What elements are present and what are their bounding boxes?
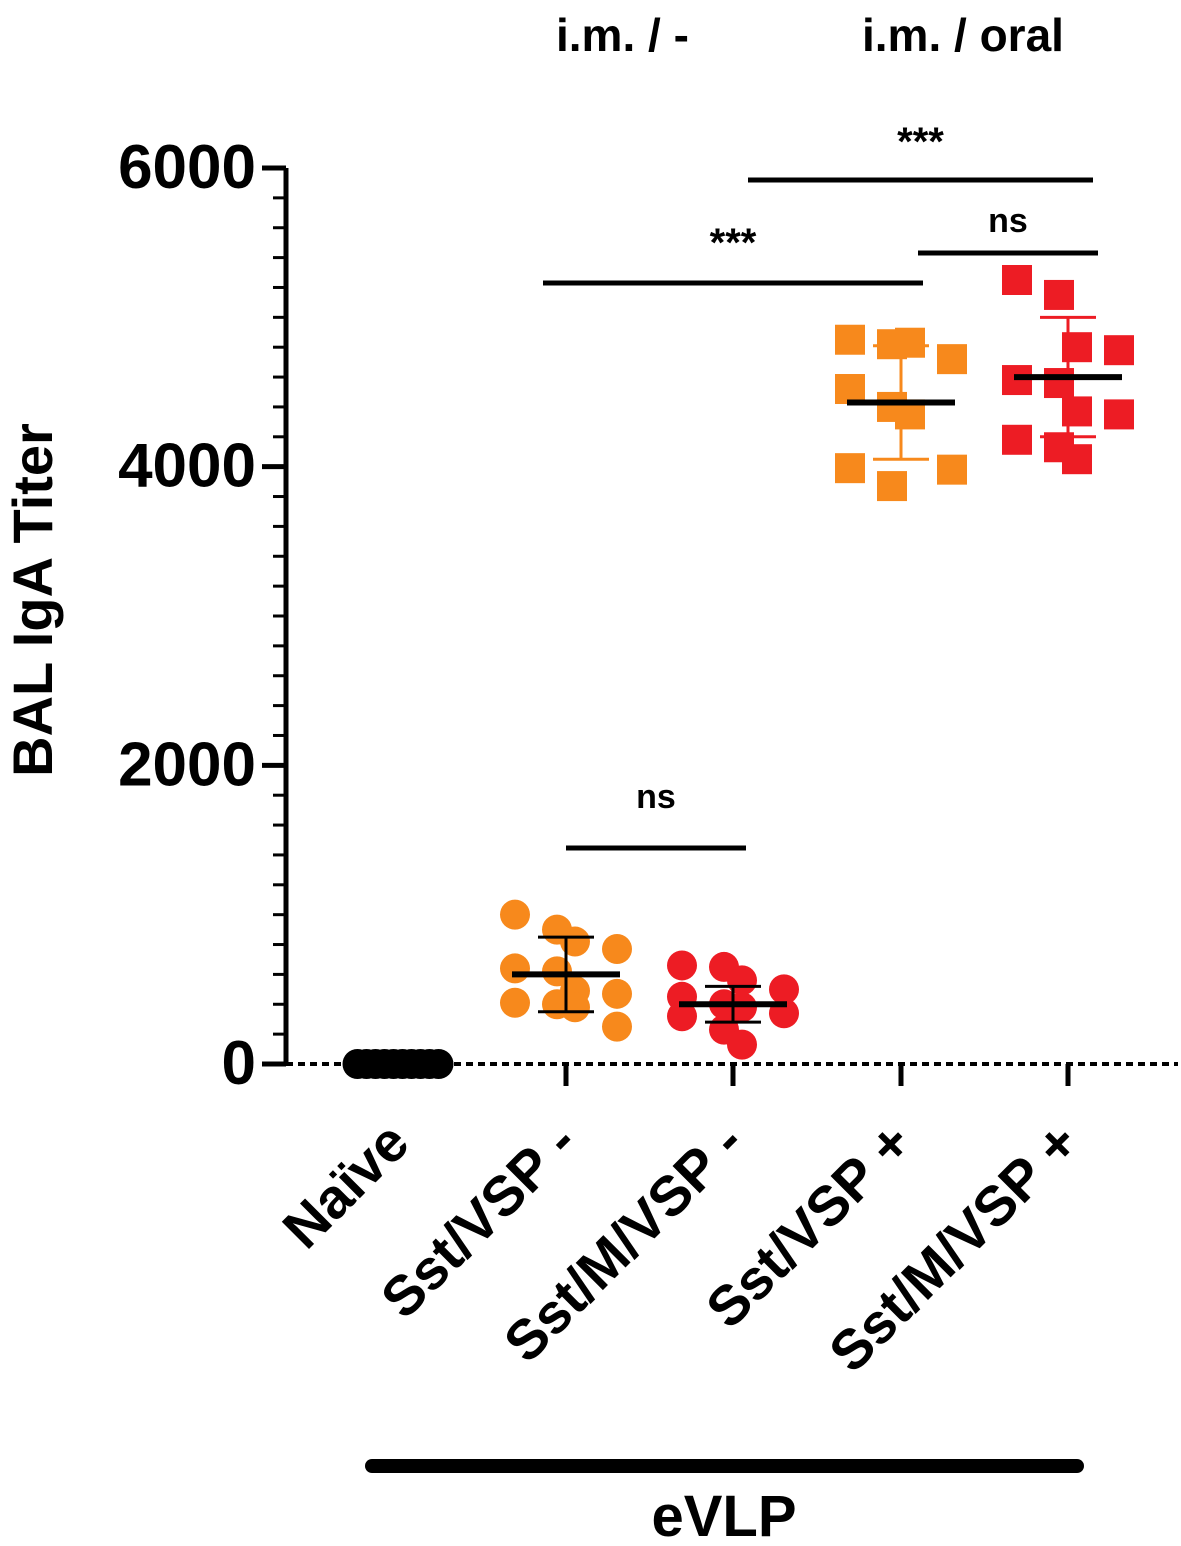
significance-label: *** [897, 120, 944, 164]
significance-label: *** [710, 221, 757, 265]
data-point-square [937, 344, 967, 375]
y-tick-label: 4000 [118, 432, 256, 501]
data-point-square [1062, 444, 1092, 475]
group-header-im-none: i.m. / - [556, 9, 689, 61]
data-point-square [835, 453, 865, 484]
x-category-label: Naïve [270, 1110, 420, 1260]
group-header-im-oral: i.m. / oral [862, 9, 1064, 61]
data-point-circle [602, 1011, 632, 1042]
data-point-square [835, 374, 865, 405]
data-point-circle [727, 1029, 757, 1060]
y-tick-label: 2000 [118, 730, 256, 799]
significance-label: ns [636, 778, 676, 816]
data-point-circle [602, 978, 632, 1009]
data-point-square [835, 324, 865, 355]
data-point-circle [667, 950, 697, 981]
y-tick-label: 0 [222, 1029, 256, 1098]
data-point-square [937, 454, 967, 485]
data-point-square [877, 471, 907, 502]
data-point-square [1044, 279, 1074, 310]
evlp-bracket-label: eVLP [651, 1484, 796, 1546]
data-point-circle [602, 934, 632, 965]
data-point-circle [500, 987, 530, 1018]
y-tick-label: 6000 [118, 133, 256, 202]
y-axis-label: BAL IgA Titer [1, 423, 64, 777]
data-point-square [1104, 335, 1134, 366]
data-point-square [1002, 424, 1032, 455]
data-point-circle [500, 899, 530, 930]
data-point-square [1104, 399, 1134, 430]
data-point-square [1002, 265, 1032, 295]
significance-label: ns [988, 202, 1028, 240]
data-point-circle [769, 974, 799, 1005]
data-point-circle [500, 953, 530, 984]
data-point-circle [423, 1049, 454, 1079]
data-point-circle [667, 1001, 697, 1032]
